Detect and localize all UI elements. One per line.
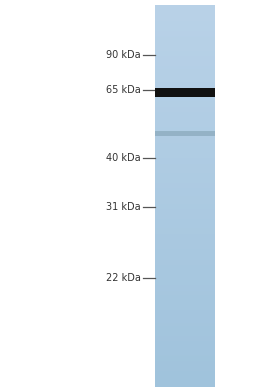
Bar [155, 87, 215, 96]
Text: 40 kDa: 40 kDa [106, 153, 141, 163]
Text: 22 kDa: 22 kDa [106, 273, 141, 283]
Text: 65 kDa: 65 kDa [106, 85, 141, 95]
Text: 90 kDa: 90 kDa [106, 50, 141, 60]
Text: 31 kDa: 31 kDa [106, 202, 141, 212]
Bar [155, 131, 215, 136]
